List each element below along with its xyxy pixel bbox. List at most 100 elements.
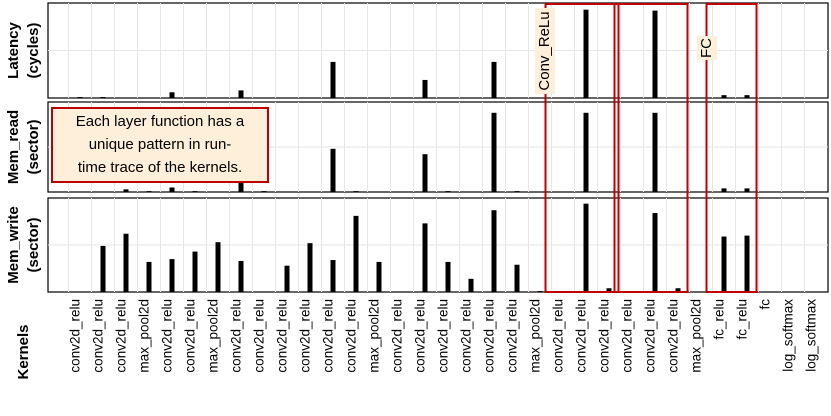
bar xyxy=(238,90,244,98)
annotation: FC xyxy=(698,38,715,58)
callout-box xyxy=(51,107,269,183)
bar xyxy=(307,243,313,292)
bar xyxy=(422,223,428,292)
x-tick-label: max_pool2d xyxy=(689,299,704,373)
x-tick-label: log_softmax xyxy=(781,299,796,372)
callout-text: time trace of the kernels. xyxy=(78,159,242,176)
callout-text: unique pattern in run- xyxy=(89,136,232,153)
y-axis-label: (sector) xyxy=(25,119,42,174)
x-tick-label: conv2d_relu xyxy=(321,299,336,373)
y-axis-label: (sector) xyxy=(25,217,42,272)
bar xyxy=(721,236,727,292)
highlight-box xyxy=(613,3,689,293)
bar xyxy=(652,213,658,292)
x-tick-label: conv2d_relu xyxy=(91,299,106,373)
bar xyxy=(445,261,451,292)
x-tick-label: max_pool2d xyxy=(528,299,543,373)
bar xyxy=(491,61,497,98)
bar xyxy=(583,203,589,292)
x-tick-label: max_pool2d xyxy=(367,299,382,373)
bar xyxy=(744,235,750,292)
bar xyxy=(100,97,106,98)
y-axis-label: Latency xyxy=(5,22,22,79)
bar xyxy=(215,242,221,292)
x-tick-label: conv2d_relu xyxy=(160,299,175,373)
x-tick-label: conv2d_relu xyxy=(459,299,474,373)
bar xyxy=(583,112,589,192)
bar xyxy=(284,265,290,292)
bar xyxy=(721,95,727,98)
x-tick-label: log_softmax xyxy=(804,299,819,372)
x-tick-label: conv2d_relu xyxy=(597,299,612,373)
bar xyxy=(100,245,106,292)
bar xyxy=(169,92,175,98)
highlight-box xyxy=(544,3,620,293)
bar xyxy=(744,95,750,98)
bar xyxy=(744,188,750,192)
bar xyxy=(583,9,589,98)
bar xyxy=(514,264,520,292)
bar xyxy=(146,261,152,292)
bar xyxy=(169,259,175,292)
bar xyxy=(422,154,428,192)
bar xyxy=(330,148,336,192)
bar xyxy=(606,288,612,292)
y-axis-label: Mem_write xyxy=(5,206,22,284)
bar xyxy=(330,260,336,292)
bar xyxy=(146,191,152,192)
bar xyxy=(330,61,336,98)
bar xyxy=(123,189,129,192)
x-tick-label: conv2d_relu xyxy=(183,299,198,373)
bar xyxy=(491,112,497,192)
highlight-box xyxy=(705,3,758,293)
bar xyxy=(123,233,129,292)
y-axis-label: (cycles) xyxy=(25,23,42,79)
x-tick-label: fc_relu xyxy=(712,299,727,340)
x-tick-label: conv2d_relu xyxy=(574,299,589,373)
y-axis-label: Mem_read xyxy=(5,110,22,184)
label-bg xyxy=(697,36,717,60)
bar xyxy=(491,210,497,292)
bar xyxy=(422,79,428,98)
annotation: Conv_ReLu xyxy=(536,11,553,90)
bar xyxy=(376,261,382,292)
x-tick-label: conv2d_relu xyxy=(298,299,313,373)
x-tick-label: conv2d_relu xyxy=(436,299,451,373)
x-tick-label: conv2d_relu xyxy=(666,299,681,373)
x-tick-label: conv2d_relu xyxy=(68,299,83,373)
bar xyxy=(652,112,658,192)
bar xyxy=(675,288,681,292)
x-tick-label: max_pool2d xyxy=(206,299,221,373)
bar xyxy=(514,191,520,192)
x-tick-label: conv2d_relu xyxy=(390,299,405,373)
callout-text: Each layer function has a xyxy=(76,113,245,130)
bar xyxy=(261,191,267,192)
bar xyxy=(192,251,198,292)
x-axis-label: Kernels xyxy=(15,324,32,379)
bar xyxy=(353,215,359,292)
x-tick-label: max_pool2d xyxy=(137,299,152,373)
bar xyxy=(77,97,83,98)
bar xyxy=(721,188,727,192)
x-tick-label: conv2d_relu xyxy=(643,299,658,373)
x-tick-label: conv2d_relu xyxy=(505,299,520,373)
x-tick-label: conv2d_relu xyxy=(252,299,267,373)
bar xyxy=(445,191,451,192)
x-tick-label: conv2d_relu xyxy=(229,299,244,373)
bar xyxy=(652,10,658,99)
bar xyxy=(468,278,474,292)
bar xyxy=(169,187,175,192)
x-tick-label: fc xyxy=(758,299,773,310)
x-tick-label: conv2d_relu xyxy=(551,299,566,373)
x-tick-label: conv2d_relu xyxy=(114,299,129,373)
label-bg xyxy=(535,8,555,94)
bar xyxy=(238,260,244,292)
x-tick-label: conv2d_relu xyxy=(413,299,428,373)
x-tick-label: fc_relu xyxy=(735,299,750,340)
bar xyxy=(353,191,359,192)
x-tick-label: conv2d_relu xyxy=(482,299,497,373)
bar xyxy=(537,291,543,292)
x-tick-label: conv2d_relu xyxy=(275,299,290,373)
